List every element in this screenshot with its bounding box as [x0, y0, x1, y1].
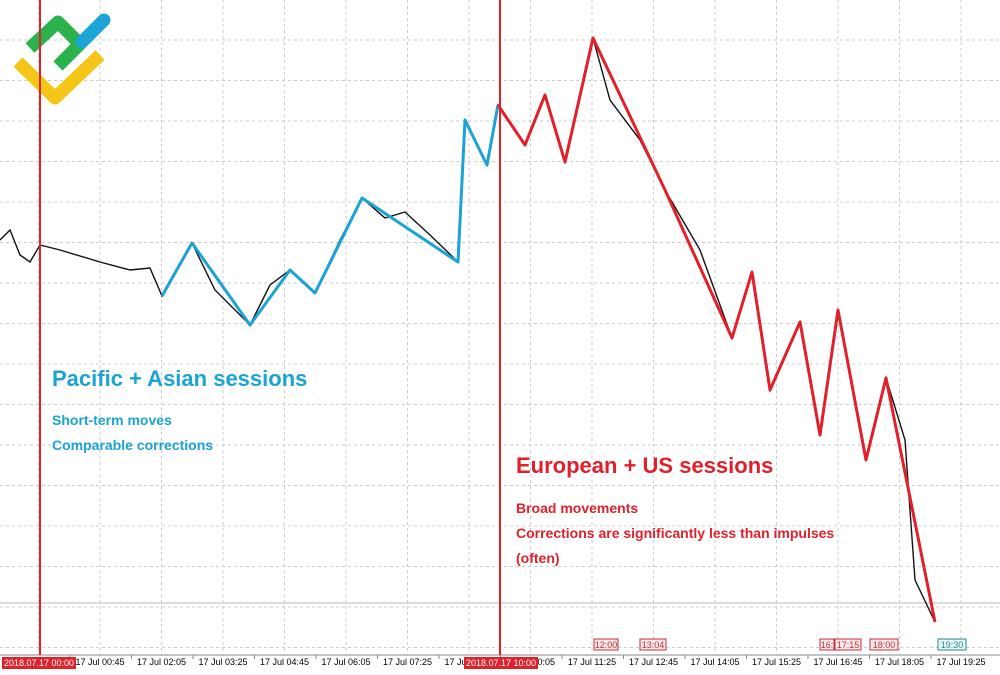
event-marker-box [937, 638, 967, 651]
annotation-line: Corrections are significantly less than … [516, 525, 834, 541]
zigzag-asian [160, 104, 500, 327]
zigzag-european [496, 36, 937, 623]
session-marker: 2018.07.17 00:00 [4, 658, 74, 668]
x-tick-label: 17 Jul 12:45 [629, 657, 678, 667]
x-tick-label: 17 Jul 19:25 [936, 657, 985, 667]
annotation-title: Pacific + Asian sessions [52, 366, 307, 391]
annotation-title: European + US sessions [516, 453, 773, 478]
x-tick-label: 17 Jul 14:05 [690, 657, 739, 667]
logo [13, 13, 111, 105]
event-marker: 18:00 [873, 640, 896, 650]
x-tick-label: 17 Jul 02:05 [137, 657, 186, 667]
event-marker: 16: [821, 640, 834, 650]
event-marker-box [593, 638, 619, 651]
x-tick-label: 17 Jul 06:05 [321, 657, 370, 667]
event-marker: 19:30 [941, 640, 964, 650]
annotation-line: Comparable corrections [52, 437, 213, 453]
session-marker-box [2, 657, 76, 669]
annotation-line: Short-term moves [52, 412, 172, 428]
event-marker: 17:15 [837, 640, 860, 650]
x-tick-label: 17 Jul 07:25 [383, 657, 432, 667]
event-marker: 12:00 [595, 640, 618, 650]
session-marker: 2018.07.17 10:00 [466, 658, 536, 668]
x-tick-label: 17 Jul 16:45 [813, 657, 862, 667]
x-tick-label: 17 Jul 11:25 [568, 657, 616, 667]
x-tick-label: 17 Jul 18:05 [875, 657, 924, 667]
x-tick-label: 17 Jul 03:25 [198, 657, 247, 667]
x-tick-label: 17 Jul 00:45 [75, 657, 124, 667]
session-marker-box [464, 657, 538, 669]
annotation-line: (often) [516, 550, 560, 566]
event-marker: 13:04 [642, 640, 665, 650]
axis-labels: 17 Jul 00:45 17 Jul 02:05 17 Jul 03:25 17 J… [2, 638, 986, 669]
event-marker-box [639, 638, 667, 651]
annotation-line: Broad movements [516, 500, 638, 516]
event-marker-box [869, 638, 899, 651]
x-tick-label: 17 Jul 15:25 [752, 657, 801, 667]
event-marker-box [834, 638, 862, 651]
x-tick-label: 17 Jul 04:45 [260, 657, 309, 667]
event-marker-box [819, 638, 835, 651]
